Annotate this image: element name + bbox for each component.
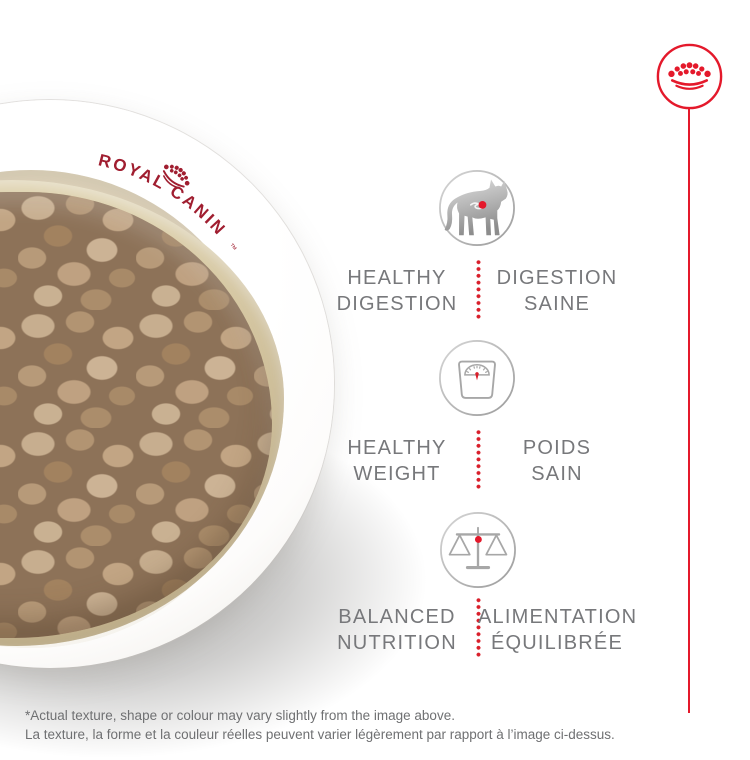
benefit-1-fr-line1: DIGESTION <box>496 267 618 289</box>
benefit-3-en-line2: NUTRITION <box>337 632 457 654</box>
benefit-3-en-line1: BALANCED <box>338 606 456 628</box>
cat-digestion-icon <box>439 170 515 246</box>
benefit-2-fr-line2: SAIN <box>531 463 583 485</box>
benefit-2-en: HEALTHY WEIGHT <box>318 435 476 487</box>
benefit-1-en: HEALTHY DIGESTION <box>318 265 476 317</box>
benefit-3-fr: ALIMENTATION ÉQUILIBRÉE <box>478 604 636 656</box>
benefit-3-en: BALANCED NUTRITION <box>318 604 476 656</box>
red-dotted-separator <box>476 597 481 659</box>
royal-canin-crown-icon <box>656 43 723 110</box>
benefit-2-fr: POIDS SAIN <box>478 435 636 487</box>
balance-red-dot <box>474 536 482 543</box>
benefit-3-fr-line1: ALIMENTATION <box>478 606 638 628</box>
scale-needle <box>475 373 479 381</box>
disclaimer: *Actual texture, shape or colour may var… <box>25 706 725 744</box>
disclaimer-line-fr: La texture, la forme et la couleur réell… <box>25 727 615 742</box>
benefit-1-fr-line2: SAINE <box>523 293 591 315</box>
red-vertical-line <box>688 109 691 713</box>
benefit-2-en-line2: WEIGHT <box>353 463 441 485</box>
balance-scale-icon <box>440 512 516 588</box>
weight-scale-icon <box>439 340 515 416</box>
disclaimer-line-en: *Actual texture, shape or colour may var… <box>25 708 455 723</box>
digestion-red-dot <box>478 200 487 209</box>
red-dotted-separator <box>476 259 481 321</box>
benefit-1-fr: DIGESTION SAINE <box>478 265 636 317</box>
benefit-1-en-line2: DIGESTION <box>336 293 458 315</box>
red-dotted-separator <box>476 429 481 491</box>
benefit-2-en-line1: HEALTHY <box>347 437 447 459</box>
benefit-1-en-line1: HEALTHY <box>347 267 447 289</box>
benefit-2-fr-line1: POIDS <box>522 437 592 459</box>
benefit-3-fr-line2: ÉQUILIBRÉE <box>490 632 624 654</box>
